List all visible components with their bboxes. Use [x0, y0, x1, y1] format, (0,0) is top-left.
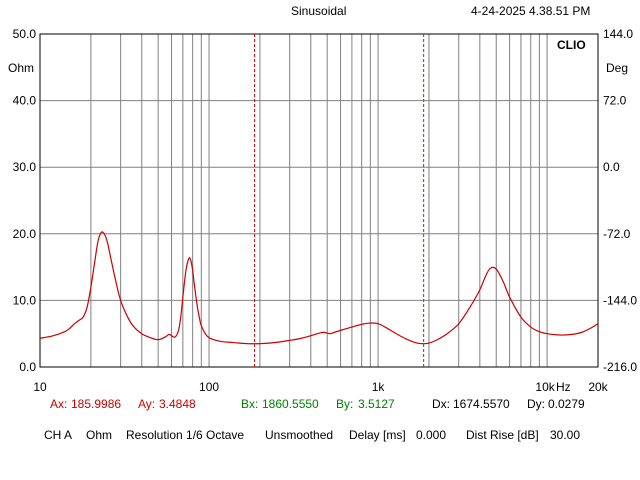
- x-tick-label: 10k: [535, 380, 555, 394]
- by-label: By:: [336, 397, 354, 411]
- ay-label: Ay:: [138, 397, 156, 411]
- channel-label: CH A: [44, 428, 73, 442]
- mode-label: Sinusoidal: [291, 4, 347, 18]
- right-unit-label: Deg: [606, 61, 628, 75]
- ax-value: 185.9986: [71, 397, 122, 411]
- ay-value: 3.4848: [159, 397, 196, 411]
- y-tick-right: 72.0: [603, 94, 627, 108]
- ax-label: Ax:: [50, 397, 68, 411]
- y-tick-right: -216.0: [603, 360, 637, 374]
- y-tick-left: 10.0: [13, 293, 37, 307]
- y-tick-left: 30.0: [13, 160, 37, 174]
- y-tick-left: 0.0: [19, 360, 36, 374]
- x-tick-label: 20k: [588, 380, 608, 394]
- x-unit-label: Hz: [556, 380, 571, 394]
- x-tick-label: 100: [199, 380, 219, 394]
- plot-frame: [39, 33, 599, 368]
- bx-label: Bx:: [241, 397, 259, 411]
- left-unit-label: Ohm: [8, 61, 34, 75]
- dist-rise-label: Dist Rise [dB]: [466, 428, 539, 442]
- dy-label: Dy:: [527, 397, 545, 411]
- curves: [39, 231, 599, 345]
- dist-rise-value: 30.00: [550, 428, 581, 442]
- by-value: 3.5127: [358, 397, 395, 411]
- delay-label: Delay [ms]: [349, 428, 406, 442]
- y-tick-right: -72.0: [603, 227, 631, 241]
- y-tick-left: 40.0: [13, 94, 37, 108]
- cursors: [254, 34, 425, 367]
- dx-label: Dx:: [432, 397, 450, 411]
- cursor-readout: Ax: 185.9986 Ay: 3.4848 Bx: 1860.5550 By…: [0, 397, 640, 413]
- x-tick-label: 10: [33, 380, 47, 394]
- y-tick-left: 50.0: [13, 27, 37, 41]
- tick-labels: 50.0 40.0 30.0 20.0 10.0 0.0 144.0 72.0 0.0 -72.0…: [13, 27, 638, 394]
- delay-value: 0.000: [416, 428, 447, 442]
- bx-value: 1860.5550: [262, 397, 319, 411]
- status-bar: CH A Ohm Resolution 1/6 Octave Unsmoothe…: [0, 428, 640, 444]
- y-tick-right: -144.0: [603, 293, 637, 307]
- y-tick-right: 144.0: [603, 27, 633, 41]
- brand-label: CLIO: [557, 38, 586, 52]
- x-tick-label: 1k: [372, 380, 386, 394]
- resolution-label: Resolution 1/6 Octave: [126, 428, 245, 442]
- dx-value: 1674.5570: [453, 397, 510, 411]
- y-tick-left: 20.0: [13, 227, 37, 241]
- grid: [40, 34, 598, 367]
- impedance-curve: [39, 231, 599, 345]
- dy-value: 0.0279: [548, 397, 585, 411]
- y-tick-right: 0.0: [603, 160, 620, 174]
- unit-label: Ohm: [86, 428, 113, 442]
- timestamp: 4-24-2025 4.38.51 PM: [471, 4, 591, 18]
- smoothing-label: Unsmoothed: [265, 428, 334, 442]
